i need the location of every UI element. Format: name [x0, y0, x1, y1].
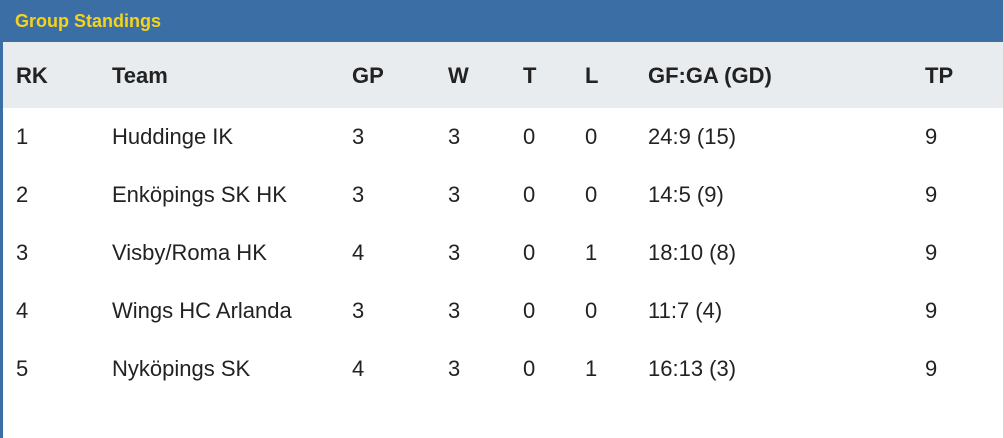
column-header: W [448, 63, 469, 88]
table-cell: 3 [352, 182, 365, 207]
table-cell: 4 [352, 240, 365, 265]
column-header: T [523, 63, 537, 88]
column-header: TP [925, 63, 954, 88]
table-cell: 9 [925, 298, 938, 323]
header-row [3, 42, 1003, 108]
table-cell: 2 [16, 182, 29, 207]
panel-title: Group Standings [3, 0, 1003, 42]
table-cell: 9 [925, 182, 938, 207]
table-cell: 3 [352, 298, 365, 323]
table-cell: Nyköpings SK [112, 356, 251, 381]
column-header: RK [16, 63, 48, 88]
table-cell: 4 [352, 356, 365, 381]
table-cell: Huddinge IK [112, 124, 234, 149]
column-header: GF:GA (GD) [648, 63, 772, 88]
table-cell: 0 [523, 298, 536, 323]
table-cell: 3 [448, 124, 461, 149]
table-cell: 3 [448, 182, 461, 207]
table-cell: 0 [523, 124, 536, 149]
table-cell: 0 [523, 240, 536, 265]
table-cell: 5 [16, 356, 29, 381]
column-header: GP [352, 63, 384, 88]
table-cell: 3 [448, 356, 461, 381]
column-header: L [585, 63, 599, 88]
table-cell: Wings HC Arlanda [112, 298, 292, 323]
table-cell: 16:13 (3) [648, 356, 737, 381]
table-cell: 9 [925, 356, 938, 381]
table-cell: 1 [16, 124, 29, 149]
table-cell: 3 [352, 124, 365, 149]
table-cell: 0 [523, 356, 536, 381]
table-cell: 0 [585, 124, 598, 149]
table-cell: 3 [16, 240, 29, 265]
table-cell: 14:5 (9) [648, 182, 724, 207]
table-cell: 11:7 (4) [648, 298, 723, 323]
table-cell: Visby/Roma HK [112, 240, 267, 265]
table-cell: 3 [448, 298, 461, 323]
table-cell: 3 [448, 240, 461, 265]
table-cell: 1 [585, 356, 598, 381]
table-cell: 18:10 (8) [648, 240, 737, 265]
table-cell: 24:9 (15) [648, 124, 737, 149]
table-cell: 9 [925, 240, 938, 265]
table-cell: 9 [925, 124, 938, 149]
column-header: Team [112, 63, 168, 88]
table-cell: Enköpings SK HK [112, 182, 287, 207]
table-cell: 0 [585, 182, 598, 207]
table-cell: 4 [16, 298, 29, 323]
table-cell: 0 [523, 182, 536, 207]
table-cell: 0 [585, 298, 598, 323]
table-cell: 1 [585, 240, 598, 265]
